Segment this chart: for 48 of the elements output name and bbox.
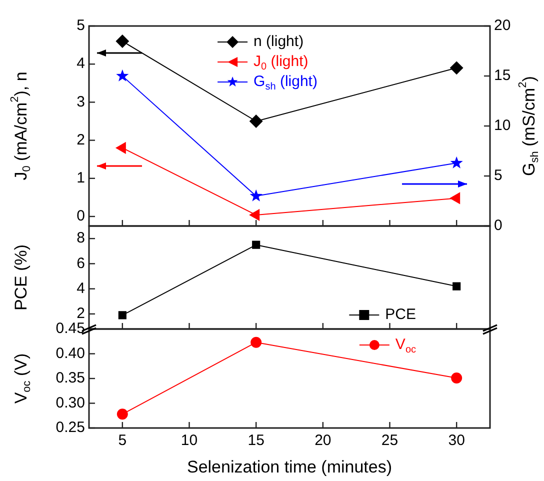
point	[450, 192, 460, 204]
legend-label: n (light)	[254, 33, 304, 50]
y2-tick-label: 15	[494, 67, 511, 84]
legend-label: PCE	[385, 306, 416, 324]
point	[250, 114, 263, 128]
y-tick-label: 0.40	[56, 344, 85, 362]
y-tick-label: 2	[76, 131, 85, 148]
y2-tick-label: 0	[494, 217, 502, 234]
y2-tick-label: 10	[494, 117, 511, 134]
y-tick-label: 0.45	[56, 320, 85, 338]
y-tick-label: 3	[76, 93, 85, 110]
y-tick-label: 8	[76, 230, 85, 247]
y-axis-title: PCE (%)	[12, 244, 31, 311]
point	[252, 240, 260, 249]
point	[116, 142, 126, 154]
x-tick-label: 30	[448, 432, 465, 450]
x-tick-label: 10	[180, 432, 198, 450]
y-tick-label: 5	[76, 17, 85, 34]
point	[116, 408, 128, 420]
x-tick-label: 5	[118, 432, 127, 450]
y-tick-label: 0.35	[56, 370, 85, 387]
y-tick-label: 0.30	[56, 394, 85, 412]
y2-tick-label: 20	[494, 17, 511, 34]
x-tick-label: 25	[381, 432, 398, 450]
y-axis-title: Voc (V)	[12, 353, 34, 404]
y-axis-title: J0 (mA/cm2), n	[9, 72, 34, 180]
y-tick-label: 1	[76, 170, 85, 187]
y-tick-label: 4	[76, 280, 85, 297]
point	[250, 189, 262, 202]
point	[450, 156, 463, 168]
y2-tick-label: 5	[494, 167, 502, 184]
y-tick-label: 2	[76, 305, 85, 322]
point	[250, 336, 262, 348]
y2-axis-title: Gsh (mS/cm2)	[517, 76, 542, 176]
y-tick-label: 4	[76, 55, 85, 72]
x-tick-label: 15	[248, 432, 264, 450]
point	[452, 282, 461, 290]
point	[118, 311, 126, 320]
y-tick-label: 6	[76, 254, 85, 272]
y-tick-label: 0.25	[56, 419, 85, 436]
y-tick-label: 0	[76, 208, 85, 225]
point	[250, 209, 260, 221]
point	[116, 69, 129, 82]
x-axis-title: Selenization time (minutes)	[186, 458, 392, 477]
x-tick-label: 20	[314, 432, 332, 450]
point	[450, 61, 464, 74]
point	[451, 372, 462, 384]
point	[116, 34, 129, 48]
